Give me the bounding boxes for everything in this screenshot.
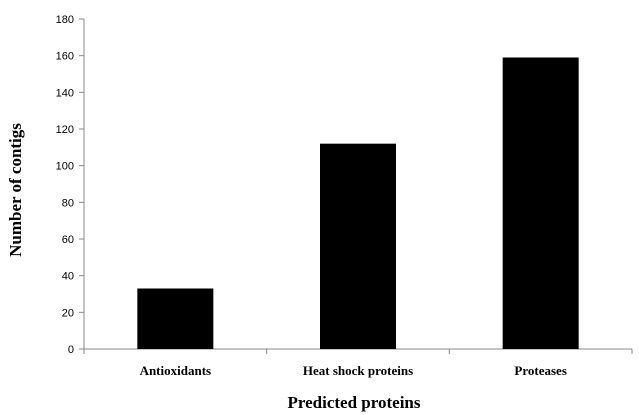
bar-proteases <box>503 58 579 350</box>
y-tick-label: 180 <box>56 14 74 26</box>
y-axis-title: Number of contigs <box>6 123 25 257</box>
y-tick-label: 60 <box>62 234 74 246</box>
y-tick-label: 20 <box>62 307 74 319</box>
y-tick-label: 100 <box>56 161 74 173</box>
bar-antioxidants <box>137 289 213 350</box>
y-tick-label: 40 <box>62 271 74 283</box>
y-tick-label: 120 <box>56 124 74 136</box>
category-label: Antioxidants <box>140 363 212 378</box>
y-tick-label: 140 <box>56 87 74 99</box>
y-tick-label: 0 <box>68 344 74 356</box>
y-axis: 0 20 40 60 80 100 120 140 160 180 <box>56 14 84 356</box>
bars <box>137 58 578 350</box>
category-labels: Antioxidants Heat shock proteins Proteases <box>140 363 567 378</box>
category-label: Proteases <box>514 363 566 378</box>
y-tick-label: 160 <box>56 51 74 63</box>
y-tick-label: 80 <box>62 197 74 209</box>
x-axis-title: Predicted proteins <box>288 393 421 412</box>
category-label: Heat shock proteins <box>303 363 413 378</box>
bar-heat-shock-proteins <box>320 144 396 349</box>
x-axis <box>84 349 632 354</box>
